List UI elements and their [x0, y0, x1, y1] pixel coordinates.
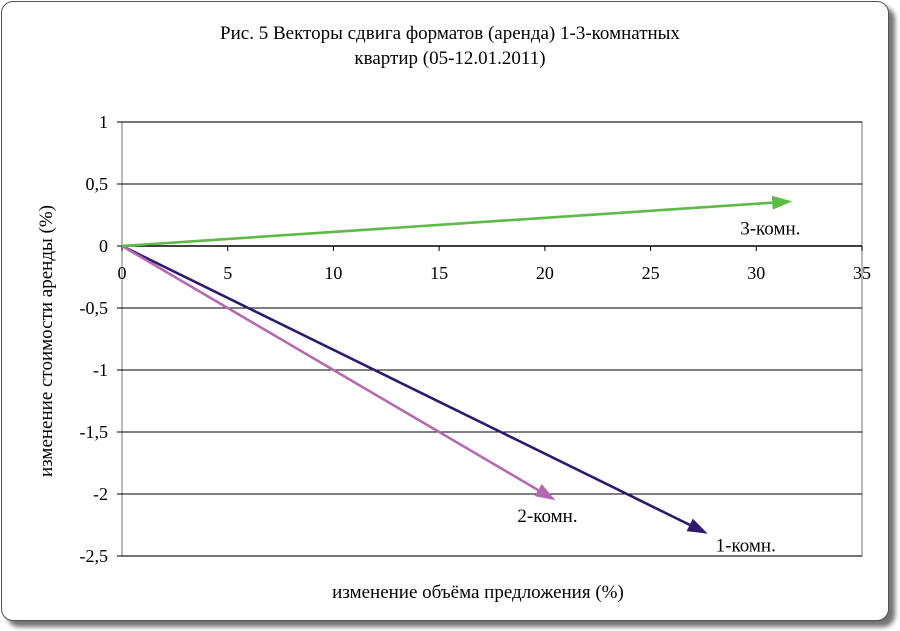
y-tick-label-3: -0,5 — [80, 298, 109, 318]
series-label-2: 2-комн. — [517, 506, 577, 527]
x-tick-label-5: 25 — [642, 263, 660, 283]
plot-area — [121, 121, 863, 557]
series-labels: 1-комн. 2-комн. 3-комн. — [517, 218, 800, 556]
vector-line-2 — [121, 244, 539, 492]
x-tick-label-4: 20 — [536, 263, 554, 283]
x-axis-ticks: 0 5 10 15 20 25 30 35 — [118, 246, 871, 283]
gridlines — [122, 121, 862, 557]
series-label-1: 1-комн. — [716, 536, 776, 557]
vector-line-3 — [121, 201, 773, 248]
x-tick-label-1: 5 — [223, 263, 232, 283]
y-axis-ticks: 1 0,5 0 -0,5 -1 -1,5 -2 -2,5 — [80, 112, 122, 566]
y-tick-label-1: 0,5 — [86, 174, 109, 194]
chart-title-line-2: квартир (05-12.01.2011) — [354, 48, 545, 69]
y-axis-label: изменение стоимости аренды (%) — [36, 205, 57, 477]
x-tick-label-6: 30 — [747, 263, 765, 283]
vector-series — [121, 195, 793, 534]
x-tick-label-7: 35 — [853, 263, 871, 283]
y-tick-label-5: -1,5 — [80, 422, 109, 442]
vector-line-1 — [121, 244, 691, 527]
x-tick-label-2: 10 — [324, 263, 342, 283]
vector-arrowhead-3 — [771, 195, 793, 210]
y-tick-label-7: -2,5 — [80, 546, 109, 566]
plot-border — [121, 121, 863, 557]
x-tick-label-0: 0 — [118, 263, 127, 283]
chart-frame — [1, 1, 889, 621]
y-tick-label-0: 1 — [99, 112, 108, 132]
y-tick-label-4: -1 — [93, 360, 108, 380]
x-axis-label: изменение объёма предложения (%) — [332, 582, 624, 603]
vector-arrowhead-2 — [534, 484, 556, 501]
y-tick-label-2: 0 — [99, 236, 108, 256]
vector-arrowhead-1 — [686, 518, 708, 534]
series-label-3: 3-комн. — [740, 218, 800, 239]
chart-title-line-1: Рис. 5 Векторы сдвига форматов (аренда) … — [220, 23, 680, 44]
x-tick-label-3: 15 — [430, 263, 448, 283]
y-tick-label-6: -2 — [93, 484, 108, 504]
